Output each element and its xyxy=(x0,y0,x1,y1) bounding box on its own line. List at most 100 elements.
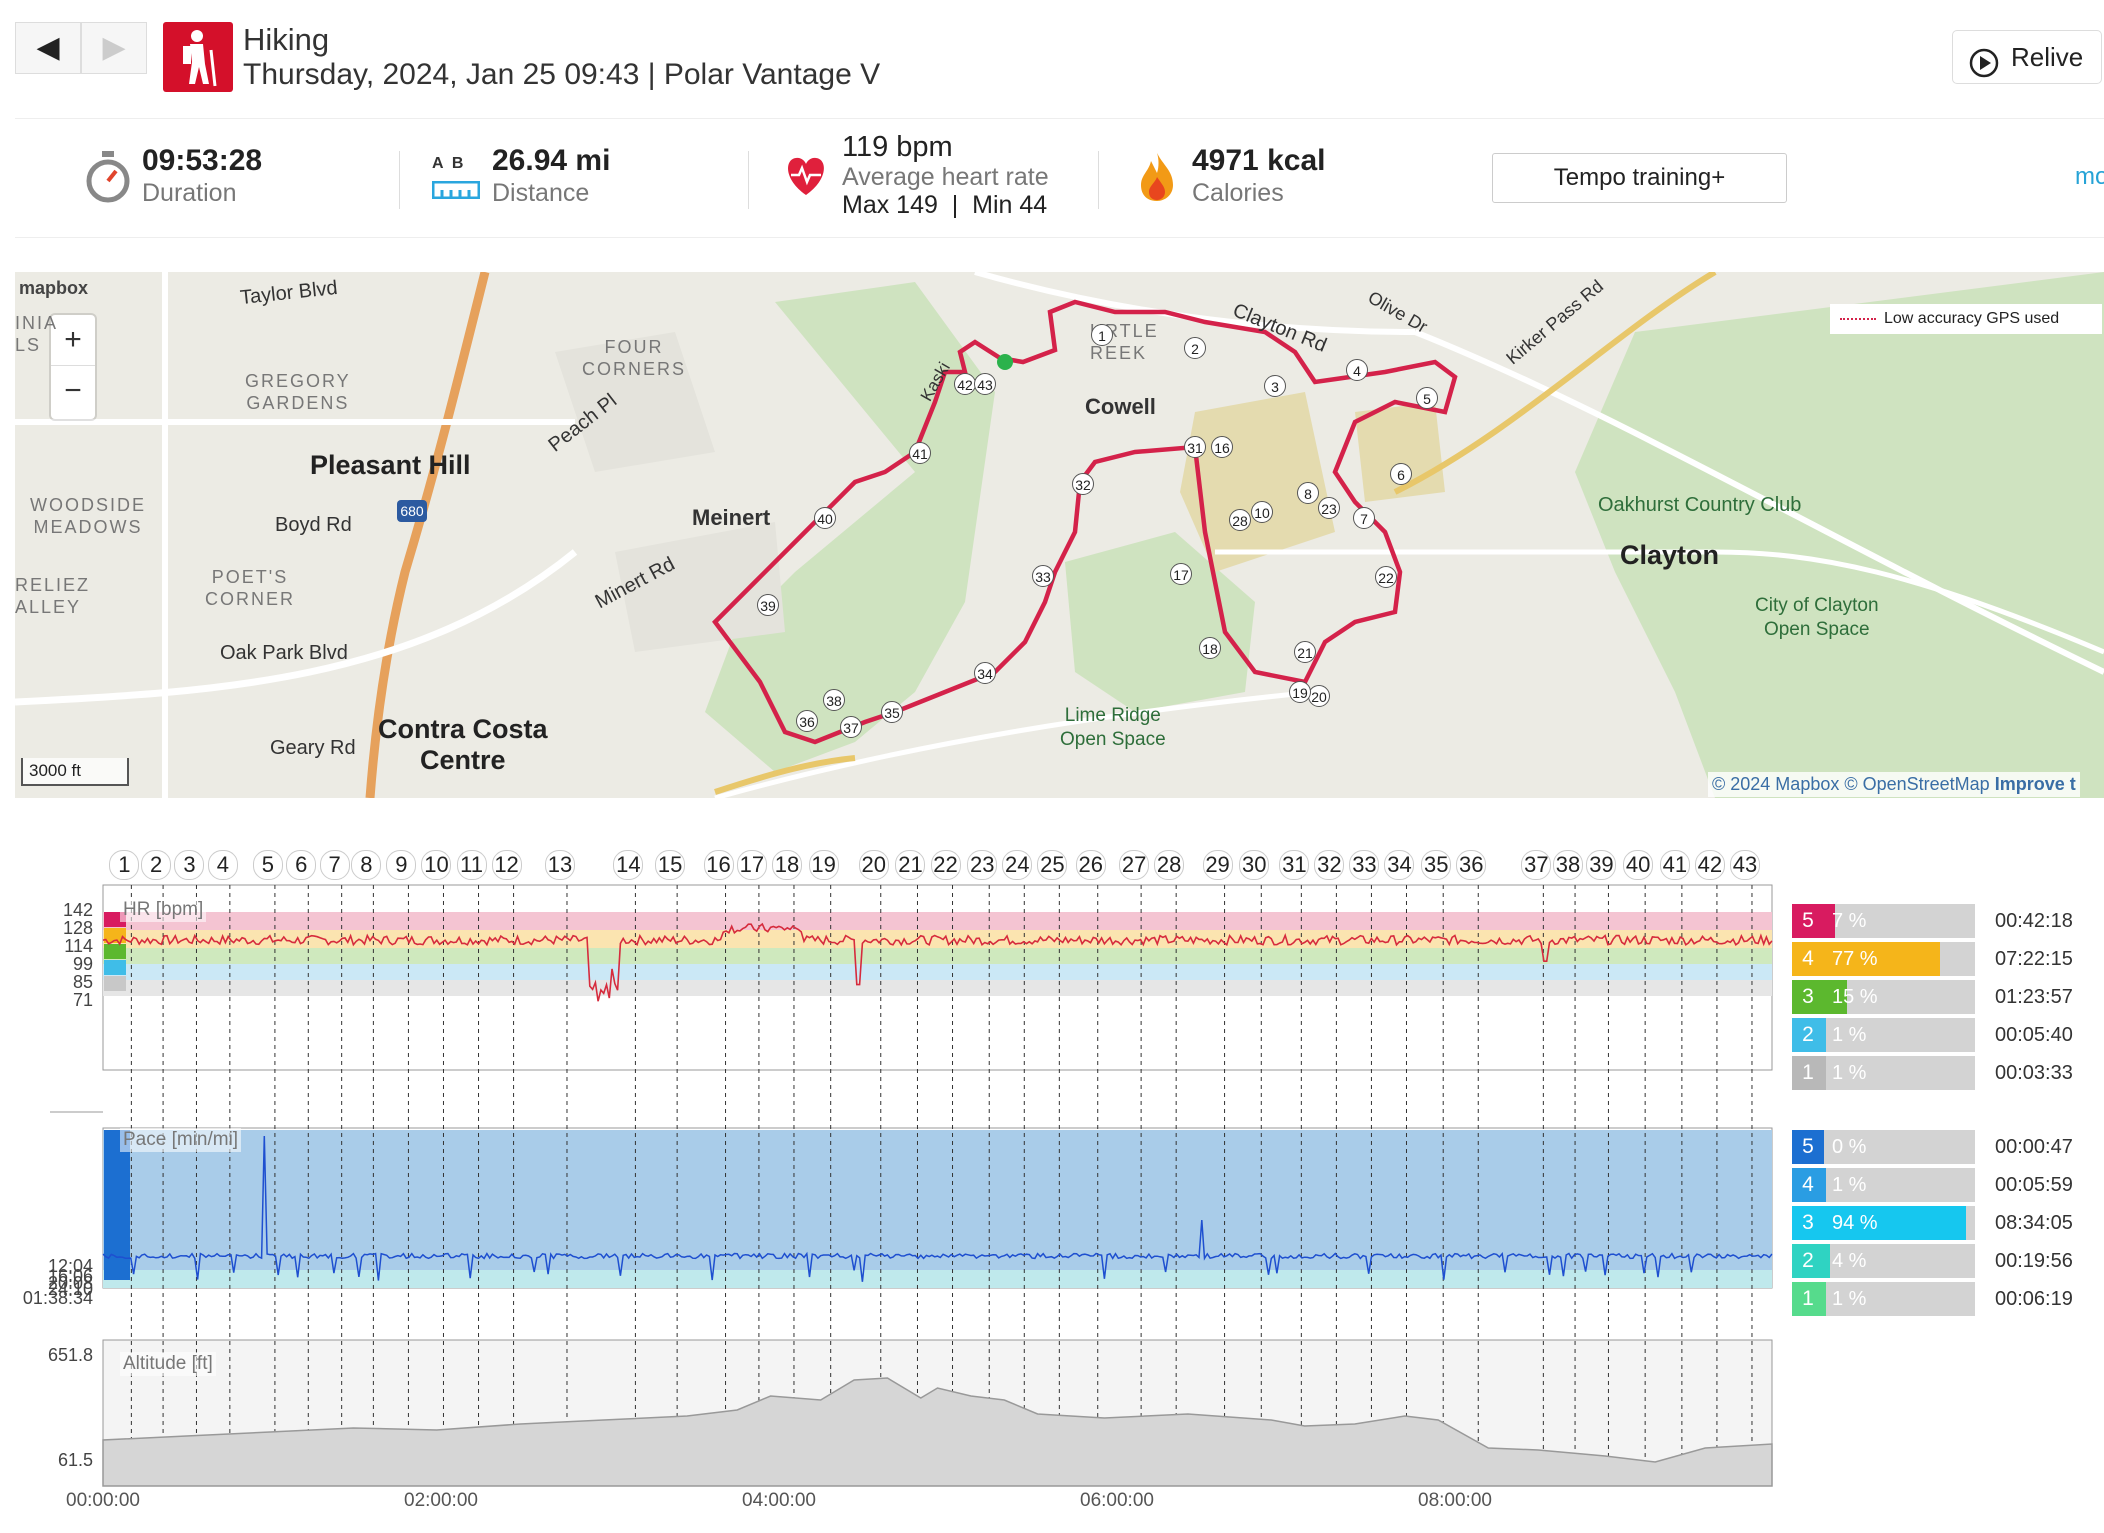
lap-number[interactable]: 25 xyxy=(1037,850,1068,880)
lap-marker[interactable]: 23 xyxy=(1318,497,1340,519)
relive-button[interactable]: Relive xyxy=(1952,30,2102,84)
lap-number[interactable]: 2 xyxy=(141,850,172,880)
lap-number[interactable]: 13 xyxy=(544,850,575,880)
lap-marker[interactable]: 6 xyxy=(1390,463,1412,485)
lap-marker[interactable]: 21 xyxy=(1294,641,1316,663)
lap-number[interactable]: 1 xyxy=(109,850,140,880)
lap-number[interactable]: 14 xyxy=(613,850,644,880)
lap-marker[interactable]: 20 xyxy=(1308,685,1330,707)
lap-number[interactable]: 8 xyxy=(351,850,382,880)
lap-number[interactable]: 19 xyxy=(808,850,839,880)
flame-icon xyxy=(1137,151,1177,208)
lap-marker[interactable]: 16 xyxy=(1211,436,1233,458)
lap-marker[interactable]: 36 xyxy=(796,710,818,732)
forward-button[interactable]: ▶ xyxy=(81,22,147,74)
lap-marker[interactable]: 19 xyxy=(1289,681,1311,703)
lap-marker[interactable]: 22 xyxy=(1375,566,1397,588)
lap-marker[interactable]: 3 xyxy=(1264,375,1286,397)
lap-marker[interactable]: 10 xyxy=(1251,501,1273,523)
lap-marker[interactable]: 5 xyxy=(1416,387,1438,409)
lap-marker[interactable]: 2 xyxy=(1184,337,1206,359)
lap-number[interactable]: 31 xyxy=(1279,850,1310,880)
lap-number[interactable]: 30 xyxy=(1239,850,1270,880)
map-attribution[interactable]: © 2024 Mapbox © OpenStreetMap Improve t xyxy=(1708,772,2080,797)
zone-row[interactable]: 3 15 % xyxy=(1792,980,1975,1014)
lap-number[interactable]: 4 xyxy=(207,850,238,880)
lap-number[interactable]: 43 xyxy=(1729,850,1760,880)
lap-marker[interactable]: 42 xyxy=(954,373,976,395)
back-button[interactable]: ◀ xyxy=(15,22,81,74)
lap-number[interactable]: 27 xyxy=(1119,850,1150,880)
zone-row[interactable]: 1 1 % xyxy=(1792,1056,1975,1090)
lap-marker[interactable]: 35 xyxy=(881,701,903,723)
zone-time: 00:05:40 xyxy=(1995,1024,2073,1046)
lap-marker[interactable]: 31 xyxy=(1184,436,1206,458)
lap-marker[interactable]: 17 xyxy=(1170,563,1192,585)
hr-zone-key xyxy=(104,976,126,991)
lap-number[interactable]: 22 xyxy=(930,850,961,880)
lap-marker[interactable]: 37 xyxy=(840,716,862,738)
lap-number[interactable]: 35 xyxy=(1421,850,1452,880)
zone-row[interactable]: 3 94 % xyxy=(1792,1206,1975,1240)
lap-number[interactable]: 11 xyxy=(456,850,487,880)
lap-marker[interactable]: 1 xyxy=(1091,324,1113,346)
lap-number[interactable]: 20 xyxy=(858,850,889,880)
lap-number[interactable]: 34 xyxy=(1384,850,1415,880)
zone-row[interactable]: 4 1 % xyxy=(1792,1168,1975,1202)
lap-number[interactable]: 21 xyxy=(895,850,926,880)
lap-number[interactable]: 10 xyxy=(421,850,452,880)
session-graph[interactable]: 1 2 3 4 5 6 7 8 9 10 11 12 13 14 15 16 17 18 19 20 21 22 23 24 2… xyxy=(0,840,2104,1533)
zone-row[interactable]: 5 0 % xyxy=(1792,1130,1975,1164)
lap-marker[interactable]: 32 xyxy=(1072,473,1094,495)
zone-row[interactable]: 4 77 % xyxy=(1792,942,1975,976)
graph-svg[interactable] xyxy=(0,840,1800,1500)
lap-number[interactable]: 17 xyxy=(736,850,767,880)
lap-number[interactable]: 15 xyxy=(655,850,686,880)
lap-marker[interactable]: 40 xyxy=(814,507,836,529)
lap-number[interactable]: 5 xyxy=(252,850,283,880)
lap-number[interactable]: 18 xyxy=(771,850,802,880)
lap-number[interactable]: 29 xyxy=(1202,850,1233,880)
lap-number[interactable]: 32 xyxy=(1314,850,1345,880)
lap-number[interactable]: 38 xyxy=(1553,850,1584,880)
zone-row[interactable]: 2 4 % xyxy=(1792,1244,1975,1278)
lap-number[interactable]: 12 xyxy=(491,850,522,880)
lap-number[interactable]: 16 xyxy=(703,850,734,880)
lap-number[interactable]: 26 xyxy=(1075,850,1106,880)
zone-row[interactable]: 1 1 % xyxy=(1792,1282,1975,1316)
zoom-in-button[interactable]: + xyxy=(51,315,95,366)
lap-marker[interactable]: 41 xyxy=(909,442,931,464)
lap-marker[interactable]: 34 xyxy=(974,662,996,684)
lap-number[interactable]: 7 xyxy=(319,850,350,880)
lap-marker[interactable]: 8 xyxy=(1297,482,1319,504)
improve-map-link[interactable]: Improve t xyxy=(1994,774,2076,794)
more-link[interactable]: mo xyxy=(2075,163,2104,190)
lap-marker[interactable]: 28 xyxy=(1229,509,1251,531)
lap-number[interactable]: 37 xyxy=(1521,850,1552,880)
lap-number[interactable]: 6 xyxy=(286,850,317,880)
zone-row[interactable]: 5 7 % xyxy=(1792,904,1975,938)
lap-number[interactable]: 28 xyxy=(1154,850,1185,880)
lap-number[interactable]: 40 xyxy=(1623,850,1654,880)
lap-marker[interactable]: 38 xyxy=(823,689,845,711)
lap-marker[interactable]: 39 xyxy=(757,594,779,616)
zone-row[interactable]: 2 1 % xyxy=(1792,1018,1975,1052)
lap-number[interactable]: 33 xyxy=(1349,850,1380,880)
route-map[interactable]: mapbox + − Low accuracy GPS used Taylor … xyxy=(15,272,2104,798)
lap-marker[interactable]: 4 xyxy=(1346,359,1368,381)
lap-number[interactable]: 3 xyxy=(174,850,205,880)
lap-number[interactable]: 39 xyxy=(1586,850,1617,880)
lap-marker[interactable]: 43 xyxy=(974,373,996,395)
zoom-out-button[interactable]: − xyxy=(64,374,82,407)
lap-marker[interactable]: 33 xyxy=(1032,565,1054,587)
lap-number[interactable]: 42 xyxy=(1694,850,1725,880)
lap-number[interactable]: 23 xyxy=(967,850,998,880)
tempo-training-button[interactable]: Tempo training+ xyxy=(1492,153,1787,203)
time-tick: 02:00:00 xyxy=(404,1490,478,1511)
lap-marker[interactable]: 7 xyxy=(1353,507,1375,529)
lap-number[interactable]: 24 xyxy=(1002,850,1033,880)
lap-number[interactable]: 9 xyxy=(386,850,417,880)
lap-number[interactable]: 41 xyxy=(1659,850,1690,880)
lap-number[interactable]: 36 xyxy=(1456,850,1487,880)
lap-marker[interactable]: 18 xyxy=(1199,637,1221,659)
